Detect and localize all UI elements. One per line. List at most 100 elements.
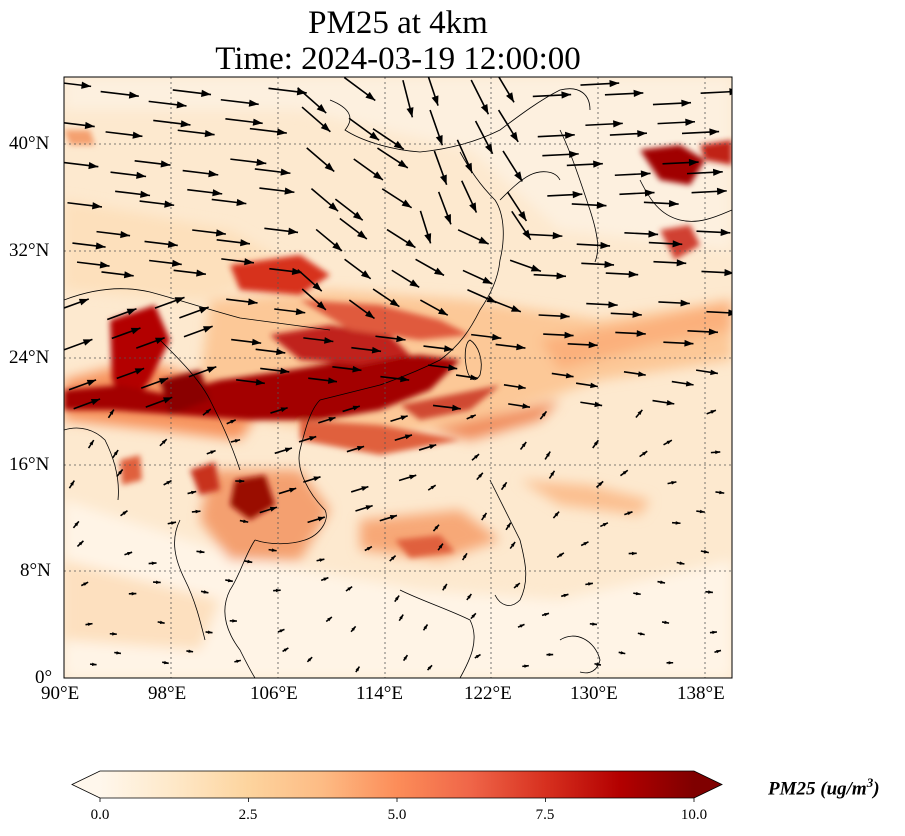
wind-arrow-head xyxy=(393,140,404,150)
wind-arrow-head xyxy=(519,624,525,628)
wind-arrow-head xyxy=(640,170,651,178)
wind-arrow-head xyxy=(672,240,683,248)
x-tick-label: 90°E xyxy=(41,683,80,704)
wind-arrow-head xyxy=(434,524,440,530)
wind-arrow-head xyxy=(530,264,541,272)
wind-arrow-head xyxy=(365,91,376,101)
wind-arrow-head xyxy=(668,661,674,665)
wind-arrow-head xyxy=(206,366,217,373)
wind-arrow-head xyxy=(207,630,213,634)
wind-arrow-head xyxy=(208,170,219,178)
wind-arrow-head xyxy=(719,490,725,495)
wind-arrow-head xyxy=(427,665,433,670)
wind-arrow-head xyxy=(126,308,137,316)
wind-arrow-head xyxy=(442,583,447,589)
wind-arrow-head xyxy=(256,158,267,166)
wind-arrow-head xyxy=(295,308,306,316)
wind-arrow-head xyxy=(478,472,483,478)
wind-arrow-head xyxy=(109,409,114,415)
wind-arrow-head xyxy=(444,214,451,225)
wind-arrow-head xyxy=(716,650,721,654)
wind-arrow-head xyxy=(594,401,603,408)
wind-arrow-head xyxy=(176,101,187,109)
wind-arrow-head xyxy=(122,510,128,515)
wind-arrow-head xyxy=(251,338,262,346)
wind-arrow-head xyxy=(155,337,165,345)
wind-arrow-head xyxy=(276,128,287,136)
wind-arrow-head xyxy=(596,201,607,209)
y-tick-label: 40°N xyxy=(9,133,50,154)
wind-arrow-head xyxy=(78,298,89,306)
wind-arrow-head xyxy=(406,107,414,118)
wind-arrow-head xyxy=(438,307,448,316)
wind-arrow-head xyxy=(664,620,670,625)
wind-arrow-head xyxy=(307,657,313,662)
wind-arrow-head xyxy=(160,160,171,168)
wind-arrow-head xyxy=(284,187,295,195)
wind-arrow-head xyxy=(244,258,254,266)
wind-arrow-head xyxy=(84,121,95,129)
colorbar-label-tail: ) xyxy=(873,778,880,800)
colorbar-tick-label: 5.0 xyxy=(387,807,407,823)
wind-arrow-head xyxy=(514,171,523,182)
wind-arrow-head xyxy=(517,384,526,390)
wind-arrow-head xyxy=(82,339,93,346)
wind-arrow-head xyxy=(572,191,583,199)
wind-arrow-head xyxy=(116,651,121,655)
wind-arrow-head xyxy=(196,269,206,277)
wind-arrow-head xyxy=(708,328,718,336)
wind-arrow-head xyxy=(324,162,335,172)
colorbar-tick-label: 2.5 xyxy=(238,807,258,823)
wind-arrow-head xyxy=(269,506,277,512)
map-title-time: Time: 2024-03-19 12:00:00 xyxy=(215,41,581,77)
wind-arrow-head xyxy=(234,439,241,443)
wind-arrow-head xyxy=(289,487,297,493)
wind-arrow-head xyxy=(430,485,436,490)
wind-arrow-head xyxy=(431,95,439,106)
wind-arrow-head xyxy=(552,232,563,240)
wind-arrow-head xyxy=(201,89,211,97)
wind-arrow-head xyxy=(312,282,322,292)
wind-arrow-head xyxy=(327,377,337,384)
wind-arrow-head xyxy=(558,552,564,557)
wind-arrow-head xyxy=(609,79,620,88)
wind-arrow-head xyxy=(712,630,717,635)
x-tick-label: 130°E xyxy=(570,683,618,704)
wind-arrow-head xyxy=(131,591,137,596)
wind-arrow-head xyxy=(361,486,369,491)
wind-arrow-head xyxy=(409,474,417,480)
wind-arrow-head xyxy=(279,629,285,633)
wind-arrow-head xyxy=(632,311,642,318)
wind-arrow-head xyxy=(365,505,373,510)
wind-arrow-head xyxy=(602,522,608,527)
wind-arrow-head xyxy=(541,411,547,417)
wind-arrow-head xyxy=(710,410,716,414)
wind-arrow-head xyxy=(556,272,566,280)
wind-arrow-head xyxy=(564,131,575,139)
wind-arrow-head xyxy=(400,375,410,383)
wind-arrow-head xyxy=(252,118,263,126)
y-tick-label: 0° xyxy=(35,667,53,688)
wind-arrow-head xyxy=(627,511,633,516)
wind-arrow-head xyxy=(434,267,445,276)
wind-arrow-head xyxy=(394,595,400,601)
wind-arrow-head xyxy=(666,400,675,406)
wind-arrow-head xyxy=(243,519,249,524)
wind-arrow-head xyxy=(159,620,165,625)
wind-arrow-head xyxy=(87,622,93,626)
wind-arrow-head xyxy=(255,379,265,386)
wind-arrow-head xyxy=(423,624,428,630)
wind-arrow-head xyxy=(660,580,666,584)
wind-arrow-head xyxy=(708,590,713,594)
colorbar-label-text: PM25 (ug/m xyxy=(768,778,867,800)
pm25-field xyxy=(64,77,732,678)
wind-arrow-head xyxy=(316,301,326,310)
wind-arrow-head xyxy=(198,307,209,314)
wind-arrow-head xyxy=(174,297,185,304)
wind-arrow-head xyxy=(506,522,511,528)
wind-arrow-head xyxy=(688,158,699,167)
wind-arrow-head xyxy=(565,372,574,379)
wind-arrow-head xyxy=(522,403,530,409)
wind-arrow-head xyxy=(502,482,507,488)
wind-arrow-head xyxy=(482,276,493,284)
